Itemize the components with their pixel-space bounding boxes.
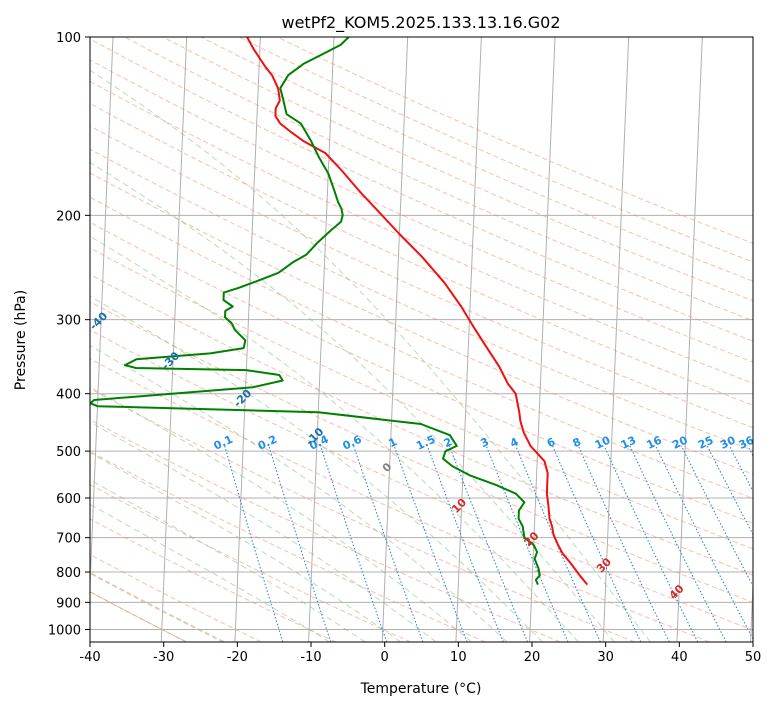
isotherm-gridline bbox=[234, 37, 261, 642]
dry-adiabats bbox=[90, 37, 753, 642]
dry-adiabat-line bbox=[90, 450, 486, 642]
dry-adiabat-line bbox=[90, 172, 753, 475]
dry-adiabat-line bbox=[90, 518, 337, 642]
mixing-ratio-line bbox=[426, 445, 504, 642]
isotherm-gridline bbox=[529, 37, 556, 642]
mixing-ratio-line bbox=[552, 445, 642, 642]
mixing-ratio-line bbox=[448, 445, 529, 642]
dry-adiabat-line bbox=[90, 38, 753, 342]
mixing-ratio-label: 20 bbox=[670, 433, 690, 451]
dry-adiabat-line bbox=[200, 37, 753, 282]
moist-adiabat-line bbox=[90, 235, 579, 642]
mixing-ratio-line bbox=[629, 445, 727, 642]
moist-adiabat-line bbox=[90, 479, 366, 642]
x-tick-label: 20 bbox=[524, 650, 541, 665]
dry-adiabat-line bbox=[90, 80, 753, 384]
mixing-ratio-line bbox=[393, 445, 468, 642]
y-axis-label: Pressure (hPa) bbox=[13, 290, 29, 390]
y-tick-label: 700 bbox=[56, 532, 81, 547]
y-tick-label: 500 bbox=[56, 445, 81, 460]
mixing-ratio-line bbox=[224, 445, 284, 642]
mixing-ratio-line bbox=[655, 445, 753, 640]
mixing-ratio-label: 36 bbox=[737, 433, 757, 451]
isotherm-gridline bbox=[381, 37, 409, 642]
dry-adiabat-line bbox=[90, 273, 753, 576]
dewpoint-profile-line bbox=[90, 37, 541, 585]
chart-title: wetPf2_KOM5.2025.133.13.16.G02 bbox=[281, 13, 560, 33]
temperature-profile-line bbox=[246, 37, 589, 586]
mixing-ratio-label: 10 bbox=[593, 433, 613, 451]
mixing-ratio-label: 25 bbox=[696, 434, 715, 452]
dry-adiabat-line bbox=[90, 125, 753, 429]
x-tick-label: 50 bbox=[745, 650, 762, 665]
y-tick-label: 1000 bbox=[48, 623, 81, 638]
dry-adiabat-line bbox=[238, 37, 753, 263]
moist-adiabat-line bbox=[90, 386, 472, 642]
x-tick-label: -20 bbox=[227, 650, 248, 665]
plot-frame bbox=[89, 36, 754, 643]
axis-ticks: -40 -30 -20 -10 0 10 20 30 40 50 100 200 300 400 500 60… bbox=[48, 31, 761, 665]
isotherm-gridline bbox=[90, 37, 114, 597]
isotherm-gridline bbox=[676, 37, 703, 642]
plot-area: 0.10.20.40.611.52346810131620253036-100-… bbox=[90, 37, 757, 642]
mixing-ratio-label: 30 bbox=[718, 433, 738, 451]
mixing-ratio-line bbox=[603, 445, 699, 642]
mixing-ratio-line bbox=[577, 445, 670, 642]
y-tick-label: 400 bbox=[56, 388, 81, 403]
dry-adiabat-line bbox=[90, 301, 753, 603]
dry-adiabat-line bbox=[90, 59, 753, 363]
y-tick-label: 200 bbox=[56, 209, 81, 224]
y-tick-label: 300 bbox=[56, 314, 81, 329]
y-tick-label: 600 bbox=[56, 492, 81, 507]
y-tick-label: 900 bbox=[56, 596, 81, 611]
mixing-ratio-label: 13 bbox=[619, 434, 638, 452]
mixing-ratio-line bbox=[728, 445, 753, 493]
y-tick-label: 800 bbox=[56, 566, 81, 581]
y-tick-label: 100 bbox=[56, 31, 81, 46]
moist-adiabat-line bbox=[90, 421, 437, 642]
x-tick-label: 0 bbox=[381, 650, 389, 665]
x-tick-label: 30 bbox=[597, 650, 614, 665]
mixing-ratio-line bbox=[706, 445, 753, 536]
moist-adiabat-line bbox=[90, 344, 508, 642]
dry-adiabat-line bbox=[90, 388, 635, 642]
moist-adiabat-line bbox=[90, 503, 330, 642]
dry-adiabat-line bbox=[90, 221, 753, 524]
x-axis-label: Temperature (°C) bbox=[360, 681, 482, 697]
mixing-ratio-line bbox=[320, 445, 388, 642]
profile-lines bbox=[90, 37, 589, 586]
x-tick-label: -30 bbox=[153, 650, 174, 665]
isotherm-gridline bbox=[455, 37, 482, 642]
mixing-ratio-line bbox=[515, 445, 601, 642]
dry-adiabat-line bbox=[90, 419, 561, 642]
x-tick-label: 10 bbox=[450, 650, 467, 665]
isotherm-gridline bbox=[160, 37, 188, 642]
x-tick-label: -40 bbox=[79, 650, 100, 665]
moist-adiabat-line bbox=[90, 161, 615, 642]
mixing-ratio-lines bbox=[224, 445, 753, 642]
x-tick-label: 40 bbox=[671, 650, 688, 665]
moist-adiabat-line bbox=[90, 69, 651, 642]
isotherm-gridline bbox=[602, 37, 630, 642]
mixing-ratio-label: 16 bbox=[645, 433, 665, 451]
x-tick-label: -10 bbox=[300, 650, 321, 665]
dry-adiabat-line bbox=[162, 37, 753, 302]
mixing-ratio-line bbox=[485, 445, 569, 642]
moist-adiabats bbox=[90, 69, 651, 642]
moist-adiabat-line bbox=[90, 452, 401, 642]
